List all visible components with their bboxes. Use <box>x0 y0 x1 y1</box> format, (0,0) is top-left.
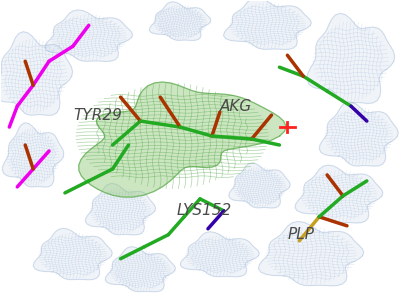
Polygon shape <box>0 32 72 115</box>
Polygon shape <box>295 165 383 223</box>
Polygon shape <box>2 123 64 187</box>
Polygon shape <box>79 82 286 197</box>
Polygon shape <box>229 163 290 208</box>
Polygon shape <box>85 183 156 235</box>
Polygon shape <box>149 2 211 40</box>
Polygon shape <box>258 221 364 286</box>
Polygon shape <box>105 247 176 292</box>
Polygon shape <box>33 228 112 280</box>
Text: AKG: AKG <box>220 99 252 114</box>
Polygon shape <box>307 13 395 103</box>
Polygon shape <box>45 10 132 61</box>
Polygon shape <box>224 0 311 50</box>
Text: PLP: PLP <box>287 227 314 242</box>
Polygon shape <box>319 102 398 166</box>
Text: LYS152: LYS152 <box>176 203 232 218</box>
Text: TYR29: TYR29 <box>73 108 122 123</box>
Polygon shape <box>180 232 259 277</box>
